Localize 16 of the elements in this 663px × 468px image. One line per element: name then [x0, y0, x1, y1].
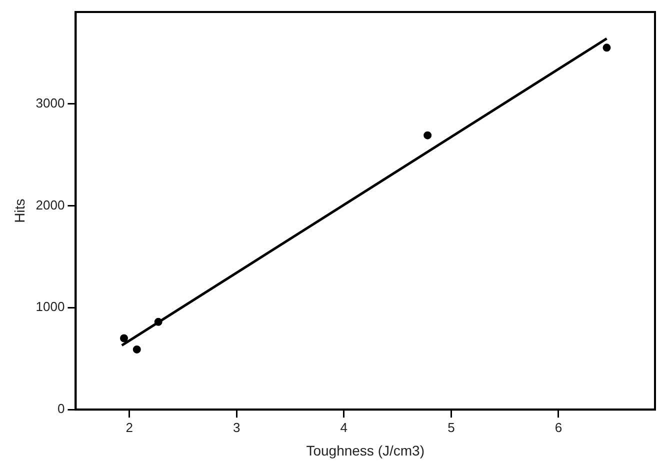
x-tick-label: 5 [448, 420, 455, 435]
x-tick-label: 4 [340, 420, 348, 435]
point [424, 131, 432, 140]
x-tick-label: 3 [233, 420, 240, 435]
y-tick-label: 1000 [36, 299, 65, 314]
point [602, 44, 611, 52]
x-tick-label: 2 [126, 420, 133, 435]
x-tick-label: 6 [554, 420, 562, 435]
point [154, 318, 162, 326]
point [132, 345, 141, 354]
y-tick-label: 3000 [36, 95, 65, 110]
x-axis-title: Toughness (J/cm3) [306, 442, 424, 458]
y-tick-label: 2000 [36, 197, 65, 212]
y-tick-label: 0 [57, 401, 65, 416]
y-axis-title: Hits [11, 198, 28, 223]
point [120, 334, 128, 342]
